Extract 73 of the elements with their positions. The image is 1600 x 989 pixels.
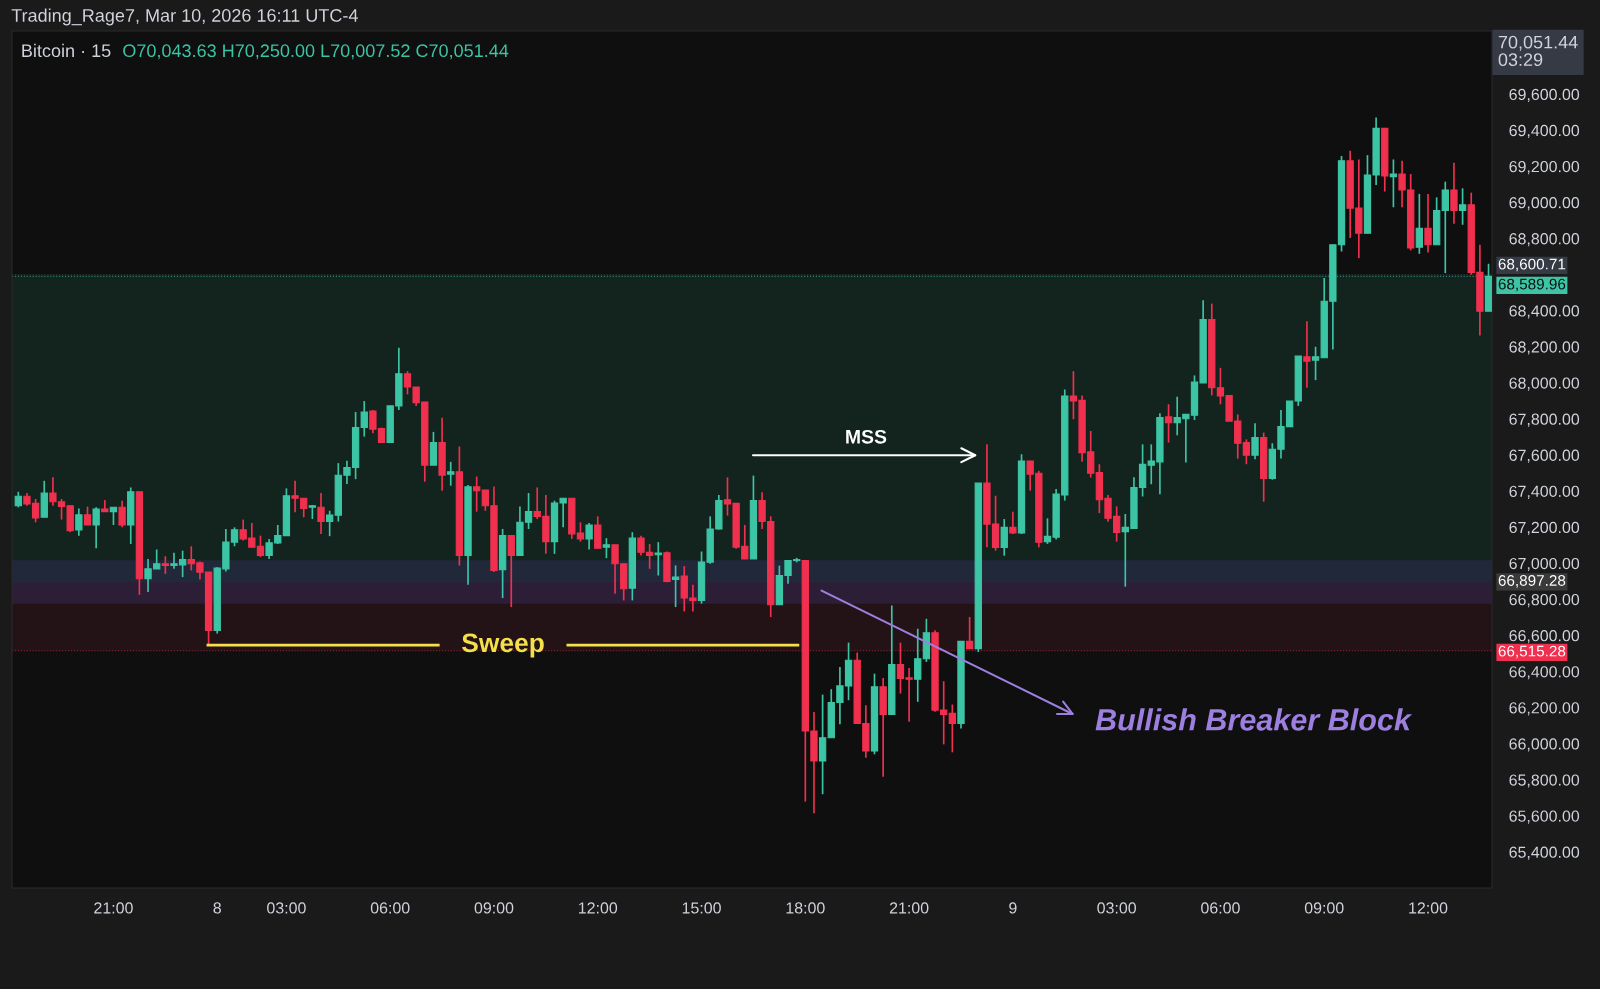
candlestick <box>1450 161 1458 225</box>
candlestick <box>118 499 126 529</box>
candlestick <box>1458 187 1467 226</box>
candlestick <box>1164 403 1173 444</box>
candlestick <box>447 461 455 487</box>
x-tick-label: 12:00 <box>1409 902 1448 914</box>
y-tick-label: 69,000.00 <box>1509 197 1580 211</box>
y-tick-label: 67,800.00 <box>1509 413 1580 427</box>
candlestick <box>429 431 438 466</box>
ref-line-label: 66,515.28 <box>1498 645 1566 659</box>
candlestick <box>473 475 481 513</box>
y-tick-label: 67,200.00 <box>1509 521 1580 535</box>
candlestick <box>1415 193 1424 255</box>
y-tick-label: 65,600.00 <box>1509 810 1580 824</box>
y-tick-label: 66,400.00 <box>1509 666 1580 680</box>
candlestick <box>1000 518 1008 557</box>
x-tick-label: 21:00 <box>889 902 929 914</box>
candlestick <box>585 522 593 551</box>
x-tick-label: 21:00 <box>94 902 133 914</box>
ref-line-label: 66,897.28 <box>1498 575 1566 588</box>
y-tick-label: 67,600.00 <box>1509 449 1580 463</box>
annotation: MSS <box>846 429 887 444</box>
y-tick-label: 66,800.00 <box>1509 593 1580 608</box>
candlestick <box>1424 193 1432 254</box>
x-tick-label: 15:00 <box>682 902 721 914</box>
y-tick-label: 65,800.00 <box>1509 774 1580 788</box>
candlestick <box>75 507 83 537</box>
ref-line-label: 68,600.71 <box>1498 258 1566 272</box>
x-tick-label: 12:00 <box>578 902 618 914</box>
candlestick <box>507 534 515 608</box>
candlestick <box>602 537 611 560</box>
x-tick-label: 09:00 <box>474 902 514 914</box>
annotation: O70,043.63 H70,250.00 L70,007.52 C70,051.44 <box>123 44 509 60</box>
x-tick-label: 06:00 <box>1201 902 1240 914</box>
y-tick-label: 69,600.00 <box>1509 88 1580 102</box>
candlestick <box>965 616 974 650</box>
y-tick-label: 68,000.00 <box>1509 377 1580 391</box>
candlestick <box>948 703 957 754</box>
candlestick <box>1251 422 1259 460</box>
candlestick <box>317 492 325 535</box>
text: 70,051.44 03:29 <box>1498 35 1578 67</box>
y-tick-label: 66,200.00 <box>1509 702 1580 716</box>
annotation: Bullish Breaker Block <box>1095 708 1413 731</box>
candlestick <box>92 506 100 550</box>
candlestick <box>83 505 92 526</box>
x-tick-label: 03:00 <box>267 902 306 914</box>
y-tick-label: 67,400.00 <box>1509 485 1580 499</box>
text: Bitcoin · 15 <box>22 43 111 58</box>
candlestick <box>1389 158 1398 209</box>
candlestick <box>325 509 334 538</box>
y-tick-label: 69,200.00 <box>1509 160 1580 175</box>
candlestick <box>671 564 680 608</box>
y-tick-label: 68,800.00 <box>1509 233 1580 247</box>
candlestick <box>594 515 602 550</box>
y-tick-label: 68,400.00 <box>1509 305 1580 319</box>
y-tick-label: 65,400.00 <box>1509 846 1580 860</box>
x-tick-label: 9 <box>1009 902 1017 914</box>
candlestick <box>1441 180 1449 274</box>
y-tick-label: 66,600.00 <box>1509 630 1580 644</box>
x-tick-label: 8 <box>213 902 221 914</box>
y-tick-label: 68,200.00 <box>1509 341 1580 355</box>
y-tick-label: 66,000.00 <box>1509 738 1580 752</box>
y-tick-label: 69,400.00 <box>1509 124 1580 139</box>
candlestick <box>1303 320 1311 389</box>
x-tick-label: 03:00 <box>1097 902 1137 914</box>
x-tick-label: 06:00 <box>370 902 410 914</box>
candlestick <box>654 541 662 577</box>
x-tick-label: 18:00 <box>786 902 825 914</box>
ref-line-label: Sweep <box>462 633 544 658</box>
x-tick-label: 09:00 <box>1304 902 1344 914</box>
y-tick-label: 67,000.00 <box>1509 557 1580 572</box>
text: Trading_Rage7, Mar 10, 2026 16:11 UTC-4 <box>11 8 358 26</box>
ref-line-label: 68,589.96 <box>1498 278 1566 292</box>
